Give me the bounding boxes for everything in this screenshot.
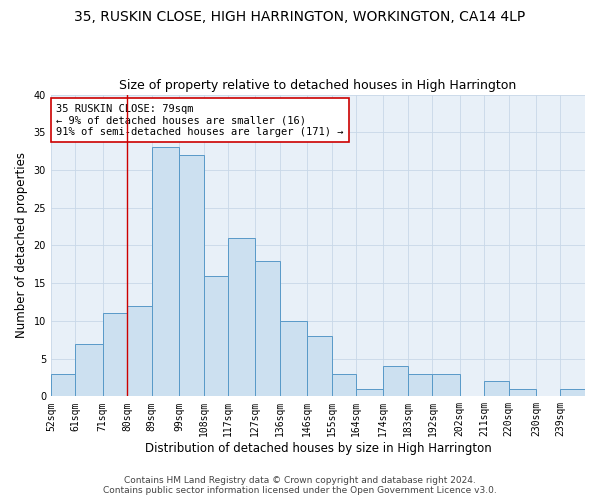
Text: 35 RUSKIN CLOSE: 79sqm
← 9% of detached houses are smaller (16)
91% of semi-deta: 35 RUSKIN CLOSE: 79sqm ← 9% of detached …: [56, 104, 344, 137]
Bar: [332, 374, 356, 396]
Text: 35, RUSKIN CLOSE, HIGH HARRINGTON, WORKINGTON, CA14 4LP: 35, RUSKIN CLOSE, HIGH HARRINGTON, WORKI…: [74, 10, 526, 24]
Bar: [408, 374, 433, 396]
Bar: [356, 389, 383, 396]
Bar: [560, 389, 585, 396]
X-axis label: Distribution of detached houses by size in High Harrington: Distribution of detached houses by size …: [145, 442, 491, 455]
Bar: [228, 238, 255, 396]
Bar: [433, 374, 460, 396]
Bar: [127, 306, 152, 396]
Bar: [203, 276, 228, 396]
Bar: [103, 314, 127, 396]
Bar: [280, 321, 307, 396]
Title: Size of property relative to detached houses in High Harrington: Size of property relative to detached ho…: [119, 79, 517, 92]
Text: Contains HM Land Registry data © Crown copyright and database right 2024.
Contai: Contains HM Land Registry data © Crown c…: [103, 476, 497, 495]
Bar: [51, 374, 76, 396]
Bar: [76, 344, 103, 396]
Bar: [484, 381, 509, 396]
Bar: [383, 366, 408, 396]
Bar: [255, 260, 280, 396]
Y-axis label: Number of detached properties: Number of detached properties: [15, 152, 28, 338]
Bar: [152, 148, 179, 396]
Bar: [509, 389, 536, 396]
Bar: [179, 155, 203, 396]
Bar: [307, 336, 332, 396]
